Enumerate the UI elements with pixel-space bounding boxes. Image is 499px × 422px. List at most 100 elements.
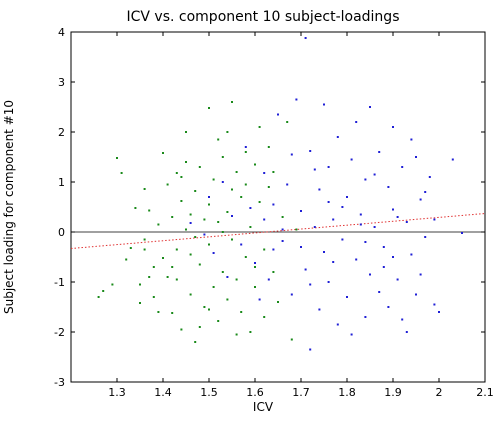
x-tick-label: 2 — [436, 386, 443, 399]
data-point — [373, 173, 376, 176]
data-point — [231, 188, 233, 191]
data-point — [433, 218, 436, 221]
x-tick-label: 1.6 — [246, 386, 264, 399]
data-point — [189, 293, 192, 296]
x-tick-label: 1.7 — [292, 386, 310, 399]
data-point — [309, 348, 312, 351]
data-point — [327, 281, 330, 283]
data-point — [309, 150, 312, 152]
data-point — [244, 146, 247, 148]
data-point — [332, 218, 335, 221]
data-point — [235, 278, 238, 281]
data-point — [405, 221, 408, 223]
data-point — [281, 228, 284, 231]
data-point — [162, 257, 164, 259]
data-point — [300, 210, 302, 212]
y-tick-label: 3 — [58, 76, 65, 89]
x-tick-label: 1.9 — [384, 386, 402, 399]
data-point — [290, 338, 293, 341]
chart-title: ICV vs. component 10 subject-loadings — [127, 9, 400, 25]
data-point — [410, 253, 413, 256]
data-point — [157, 223, 160, 226]
data-point — [346, 196, 348, 198]
data-point — [401, 318, 404, 321]
x-axis-label: ICV — [253, 400, 274, 414]
data-point — [364, 316, 367, 318]
data-point — [221, 156, 224, 158]
x-tick-label: 1.3 — [108, 386, 126, 399]
data-point — [143, 248, 146, 251]
data-point — [249, 331, 252, 333]
data-point — [189, 213, 192, 216]
data-point — [396, 216, 399, 218]
data-point — [212, 252, 215, 254]
data-point — [428, 176, 431, 178]
data-point — [175, 172, 178, 174]
data-point — [208, 196, 210, 198]
data-point — [157, 311, 160, 313]
y-tick-label: 2 — [58, 126, 65, 139]
data-point — [171, 266, 174, 268]
data-point — [244, 256, 247, 258]
data-point — [424, 191, 427, 193]
data-point — [129, 247, 132, 249]
data-point — [286, 121, 289, 123]
data-point — [143, 238, 146, 241]
data-point — [286, 183, 289, 186]
y-tick-label: -3 — [54, 376, 65, 389]
data-point — [405, 331, 408, 333]
data-point — [212, 178, 215, 181]
data-point — [231, 238, 233, 241]
data-point — [355, 121, 358, 123]
y-tick-label: 4 — [58, 26, 65, 39]
data-point — [221, 181, 224, 183]
data-point — [346, 296, 348, 298]
data-point — [102, 290, 105, 292]
data-point — [290, 293, 293, 296]
y-tick-label: 0 — [58, 226, 65, 239]
data-point — [272, 271, 275, 273]
data-point — [175, 248, 178, 251]
data-point — [327, 166, 330, 168]
data-point — [350, 333, 353, 336]
data-point — [424, 236, 427, 238]
data-point — [341, 206, 344, 208]
data-point — [226, 276, 229, 278]
data-point — [318, 308, 321, 311]
data-point — [97, 296, 100, 298]
plot-frame — [70, 31, 486, 383]
data-point — [258, 298, 261, 301]
data-point — [180, 328, 183, 331]
data-point — [231, 101, 233, 103]
data-point — [350, 158, 353, 161]
data-point — [148, 276, 151, 278]
data-point — [433, 303, 436, 306]
data-point — [235, 171, 238, 173]
data-point — [235, 333, 238, 336]
data-point — [323, 251, 325, 253]
y-axis-label: Subject loading for component #10 — [2, 100, 16, 314]
data-point — [111, 283, 114, 286]
data-point — [217, 320, 220, 322]
data-point — [272, 171, 275, 173]
data-point — [396, 278, 399, 281]
data-point — [171, 216, 174, 218]
data-point — [369, 106, 371, 108]
data-point — [378, 151, 381, 153]
data-point — [387, 306, 390, 308]
data-point — [162, 152, 164, 154]
data-point — [254, 286, 256, 288]
data-point — [208, 203, 210, 206]
data-point — [272, 248, 275, 251]
data-point — [212, 286, 215, 288]
data-point — [438, 311, 440, 313]
data-point — [203, 218, 206, 221]
data-point — [198, 326, 201, 328]
fit-line — [70, 213, 486, 249]
data-point — [304, 37, 307, 39]
data-point — [327, 201, 330, 203]
data-point — [295, 228, 298, 231]
data-point — [217, 138, 220, 141]
data-point — [249, 207, 252, 209]
